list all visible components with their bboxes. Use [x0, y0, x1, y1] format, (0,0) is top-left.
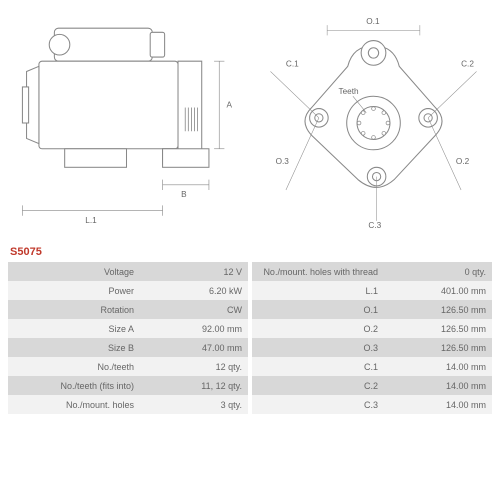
spec-label: No./teeth (fits into) [8, 376, 140, 395]
spec-row: No./mount. holes3 qty. [8, 395, 248, 414]
spec-label: C.1 [252, 357, 384, 376]
spec-row: No./teeth12 qty. [8, 357, 248, 376]
spec-value: 47.00 mm [140, 338, 248, 357]
dim-c3-label: C.3 [368, 221, 381, 230]
dim-o2-label: O.2 [456, 157, 470, 166]
spec-row: No./mount. holes with thread0 qty. [252, 262, 492, 281]
spec-label: Size B [8, 338, 140, 357]
spec-row: Size B47.00 mm [8, 338, 248, 357]
spec-value: 126.50 mm [384, 319, 492, 338]
spec-row: C.214.00 mm [252, 376, 492, 395]
spec-value: 14.00 mm [384, 357, 492, 376]
dim-a-label: A [226, 101, 232, 110]
spec-value: 12 V [140, 262, 248, 281]
spec-row: O.1126.50 mm [252, 300, 492, 319]
front-view-diagram: O.1 O.2 O.3 C.1 C.2 C.3 Teeth [255, 8, 492, 238]
spec-value: 3 qty. [140, 395, 248, 414]
spec-label: Voltage [8, 262, 140, 281]
spec-label: C.3 [252, 395, 384, 414]
diagram-area: A B L.1 [8, 8, 492, 238]
spec-label: No./teeth [8, 357, 140, 376]
spec-value: 14.00 mm [384, 376, 492, 395]
spec-value: 11, 12 qty. [140, 376, 248, 395]
teeth-label: Teeth [338, 87, 359, 96]
spec-value: 126.50 mm [384, 338, 492, 357]
spec-label: Power [8, 281, 140, 300]
side-view-diagram: A B L.1 [8, 8, 245, 238]
spec-row: L.1401.00 mm [252, 281, 492, 300]
spec-value: 14.00 mm [384, 395, 492, 414]
spec-row: Power6.20 kW [8, 281, 248, 300]
spec-column-right: No./mount. holes with thread0 qty.L.1401… [252, 262, 492, 414]
spec-row: O.3126.50 mm [252, 338, 492, 357]
spec-label: O.1 [252, 300, 384, 319]
spec-value: CW [140, 300, 248, 319]
spec-row: Voltage12 V [8, 262, 248, 281]
spec-value: 126.50 mm [384, 300, 492, 319]
spec-value: 401.00 mm [384, 281, 492, 300]
spec-label: No./mount. holes with thread [252, 262, 384, 281]
spec-row: C.114.00 mm [252, 357, 492, 376]
spec-value: 6.20 kW [140, 281, 248, 300]
spec-row: Size A92.00 mm [8, 319, 248, 338]
dim-l1-label: L.1 [85, 216, 97, 225]
spec-value: 12 qty. [140, 357, 248, 376]
dim-c1-label: C.1 [286, 59, 299, 68]
spec-value: 0 qty. [384, 262, 492, 281]
part-number: S5075 [10, 246, 492, 258]
spec-label: Size A [8, 319, 140, 338]
spec-label: No./mount. holes [8, 395, 140, 414]
dim-o3-label: O.3 [276, 157, 290, 166]
spec-label: C.2 [252, 376, 384, 395]
dim-o1-label: O.1 [366, 17, 380, 26]
dim-c2-label: C.2 [461, 59, 474, 68]
spec-row: O.2126.50 mm [252, 319, 492, 338]
spec-label: L.1 [252, 281, 384, 300]
spec-row: RotationCW [8, 300, 248, 319]
spec-label: Rotation [8, 300, 140, 319]
spec-label: O.3 [252, 338, 384, 357]
spec-column-left: Voltage12 VPower6.20 kWRotationCWSize A9… [8, 262, 248, 414]
dim-b-label: B [181, 190, 187, 199]
spec-row: C.314.00 mm [252, 395, 492, 414]
spec-value: 92.00 mm [140, 319, 248, 338]
spec-label: O.2 [252, 319, 384, 338]
spec-row: No./teeth (fits into)11, 12 qty. [8, 376, 248, 395]
spec-table: Voltage12 VPower6.20 kWRotationCWSize A9… [8, 262, 492, 414]
